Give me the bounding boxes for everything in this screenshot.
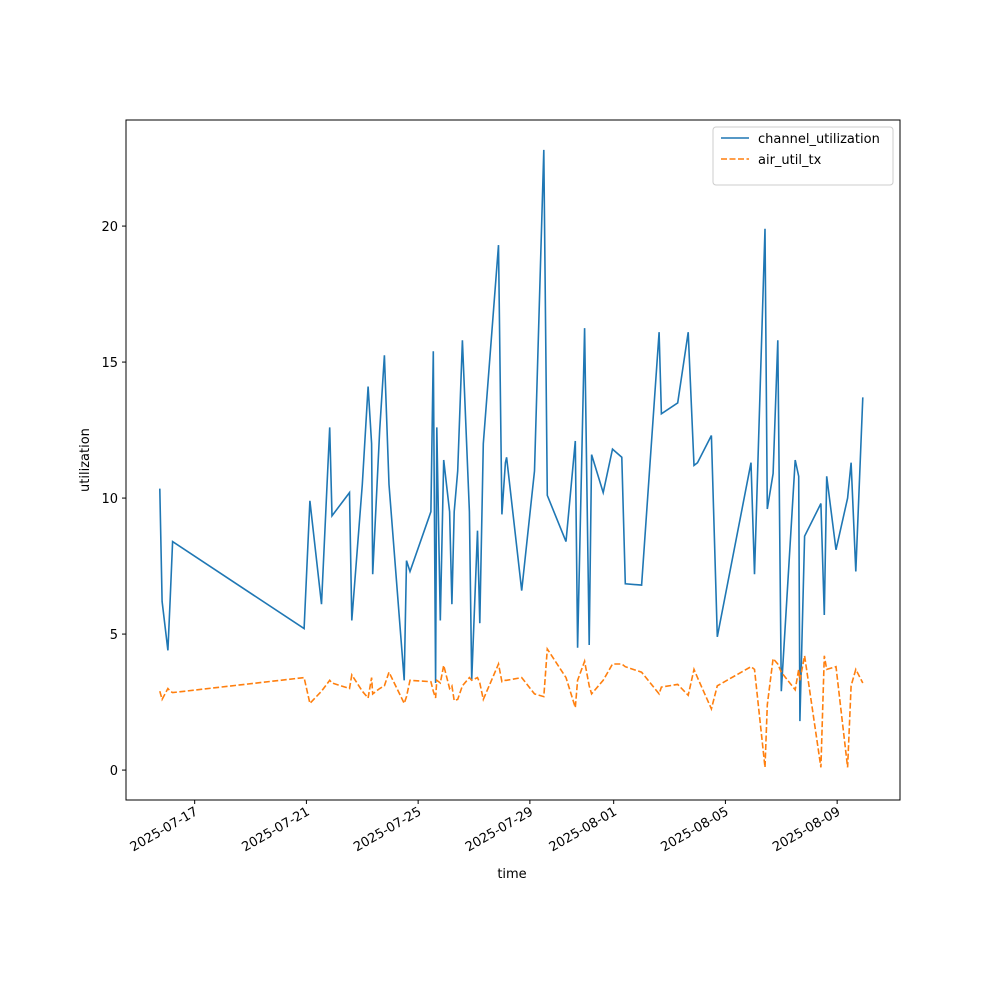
y-axis-label: utilization bbox=[78, 428, 93, 492]
legend-label: air_util_tx bbox=[758, 153, 822, 168]
x-tick-label: 2025-07-29 bbox=[463, 804, 536, 855]
x-tick-label: 2025-08-01 bbox=[547, 804, 620, 855]
legend bbox=[712, 126, 894, 186]
y-tick-label: 20 bbox=[101, 220, 118, 235]
legend-label: channel_utilization bbox=[758, 132, 880, 147]
series-line bbox=[159, 646, 864, 768]
y-tick-label: 0 bbox=[110, 764, 118, 779]
x-tick-label: 2025-07-21 bbox=[239, 804, 312, 855]
x-tick-label: 2025-08-09 bbox=[770, 804, 843, 855]
y-tick-label: 10 bbox=[101, 492, 118, 507]
x-axis-label: time bbox=[497, 867, 526, 882]
x-tick-label: 2025-07-17 bbox=[128, 804, 201, 855]
y-tick-label: 15 bbox=[101, 356, 118, 371]
x-tick-label: 2025-08-05 bbox=[658, 804, 731, 855]
x-tick-label: 2025-07-25 bbox=[351, 804, 424, 855]
y-tick-label: 5 bbox=[110, 628, 118, 643]
series-line bbox=[159, 149, 864, 722]
plot-area bbox=[125, 119, 901, 801]
